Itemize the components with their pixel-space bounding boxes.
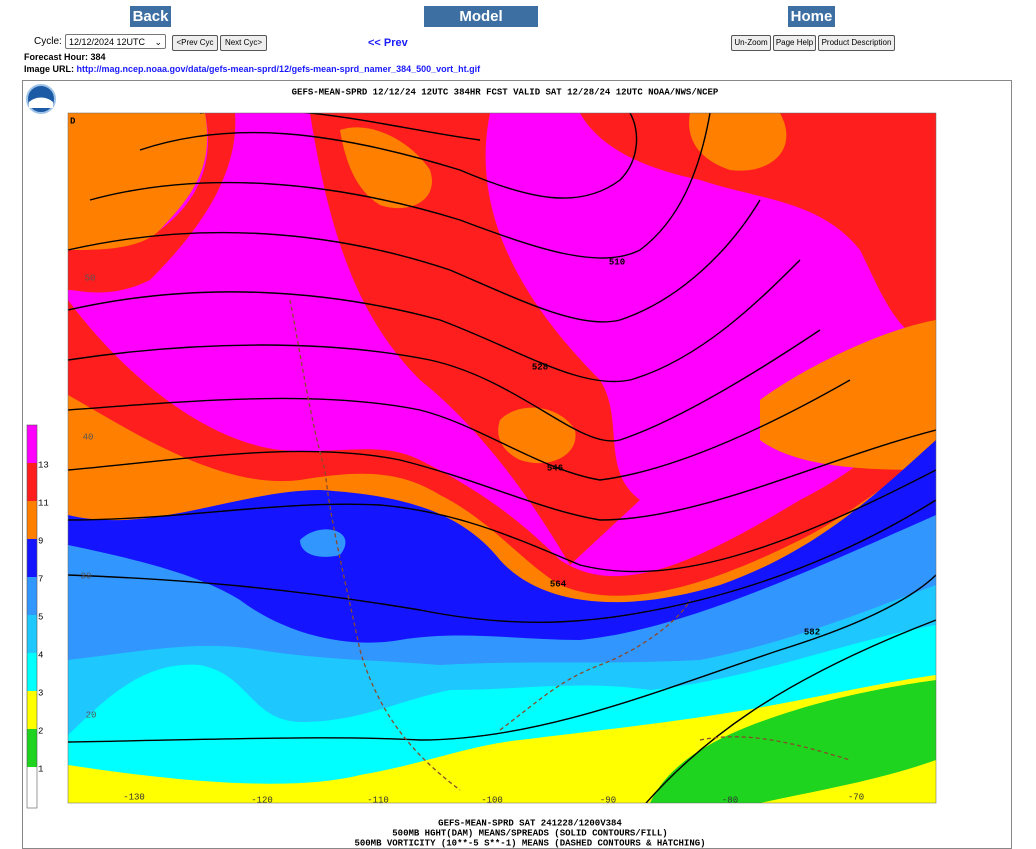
prev-cycle-button[interactable]: <Prev Cyc xyxy=(172,35,218,51)
longitude-label: -100 xyxy=(481,795,503,805)
latitude-label: 50 xyxy=(85,273,96,283)
unzoom-button[interactable]: Un-Zoom xyxy=(731,35,771,51)
fill-orange xyxy=(760,320,936,470)
fill-light-blue xyxy=(68,585,936,803)
cycle-label: Cycle: xyxy=(34,36,62,47)
fill-yellow xyxy=(68,675,936,803)
fill-red xyxy=(68,300,936,803)
fill-red xyxy=(310,113,640,565)
map-title: GEFS-MEAN-SPRD 12/12/24 12UTC 384HR FCST… xyxy=(292,87,719,97)
longitude-label: -120 xyxy=(251,795,273,805)
legend-swatch-base xyxy=(27,767,37,808)
fill-orange xyxy=(68,395,936,803)
fill-red xyxy=(68,113,236,293)
map-labels: 510 528 546 564 582 50 40 30 20 -130 -120 -110 -100 -… xyxy=(81,257,865,848)
fill-orange xyxy=(68,113,208,253)
contour-label: 582 xyxy=(804,627,820,637)
fill-cyan xyxy=(68,625,936,803)
image-url-link[interactable]: http://mag.ncep.noaa.gov/data/gefs-mean-… xyxy=(76,64,481,74)
legend-swatch xyxy=(27,729,37,767)
map-footer-line: GEFS-MEAN-SPRD SAT 241228/1200V384 xyxy=(438,818,622,828)
legend-swatch xyxy=(27,501,37,539)
home-button[interactable]: Home xyxy=(788,6,835,27)
fill-green xyxy=(650,680,936,803)
legend-label: 3 xyxy=(38,688,43,698)
map-footer-line: 500MB HGHT(DAM) MEANS/SPREADS (SOLID CON… xyxy=(392,828,667,838)
legend-swatch xyxy=(27,691,37,729)
legend-swatch xyxy=(27,539,37,577)
contour-label: 546 xyxy=(547,463,563,473)
legend-swatch xyxy=(27,463,37,501)
model-guidance-button[interactable]: Model Guidance xyxy=(424,6,538,46)
longitude-label: -70 xyxy=(848,792,864,802)
legend-swatch xyxy=(27,577,37,615)
product-description-button[interactable]: Product Description xyxy=(818,35,895,51)
latitude-label: 40 xyxy=(83,432,94,442)
legend-swatch xyxy=(27,653,37,691)
legend-label: 1 xyxy=(38,764,43,774)
legend-label: 9 xyxy=(38,536,43,546)
contour-label: 564 xyxy=(550,579,567,589)
image-url-label: Image URL: xyxy=(24,64,75,74)
fill-red xyxy=(580,113,936,341)
contour-label: 528 xyxy=(532,362,548,372)
forecast-hour: Forecast Hour: 384 xyxy=(24,52,106,62)
noaa-logo-bird xyxy=(29,97,53,108)
fill-orange xyxy=(689,113,787,171)
legend-swatch xyxy=(27,615,37,653)
back-button[interactable]: Back xyxy=(130,6,171,27)
fill-blue xyxy=(68,515,936,803)
fill-magenta xyxy=(68,113,936,803)
height-contours xyxy=(68,113,936,803)
page-help-button[interactable]: Page Help xyxy=(773,35,816,51)
cycle-select[interactable]: 12/12/2024 12UTC ⌄ xyxy=(65,34,166,49)
map-footer-line: 500MB VORTICITY (10**-5 S**-1) MEANS (DA… xyxy=(354,838,705,848)
legend-swatch xyxy=(27,425,37,463)
image-url: Image URL: http://mag.ncep.noaa.gov/data… xyxy=(24,64,480,74)
plot-border xyxy=(67,112,937,804)
fill-orange xyxy=(340,127,432,209)
contour-label: 510 xyxy=(609,257,625,267)
legend-label: 5 xyxy=(38,612,43,622)
longitude-label: -80 xyxy=(722,795,738,805)
legend: 13 11 9 7 5 4 3 2 1 xyxy=(26,424,49,809)
plot-area xyxy=(68,113,936,803)
fill-orange xyxy=(498,407,576,464)
fill-blue xyxy=(300,529,346,557)
noaa-logo xyxy=(26,84,56,114)
next-cycle-button[interactable]: Next Cyc> xyxy=(220,35,267,51)
fill-dark-blue xyxy=(68,440,936,803)
corner-label: D xyxy=(70,116,76,126)
latitude-label: 20 xyxy=(86,710,97,720)
longitude-label: -130 xyxy=(123,792,145,802)
legend-label: 11 xyxy=(38,498,49,508)
legend-border xyxy=(26,424,38,809)
longitude-label: -110 xyxy=(367,795,389,805)
cycle-value: 12/12/2024 12UTC xyxy=(69,37,146,47)
latitude-label: 30 xyxy=(81,571,92,581)
select-arrow: ⌄ xyxy=(154,37,162,47)
legend-label: 7 xyxy=(38,574,43,584)
legend-label: 2 xyxy=(38,726,43,736)
legend-label: 4 xyxy=(38,650,43,660)
prev-link[interactable]: << Prev xyxy=(368,37,408,49)
legend-label: 13 xyxy=(38,460,49,470)
coastlines xyxy=(289,299,851,791)
map-frame xyxy=(22,80,1012,849)
longitude-label: -90 xyxy=(600,795,616,805)
